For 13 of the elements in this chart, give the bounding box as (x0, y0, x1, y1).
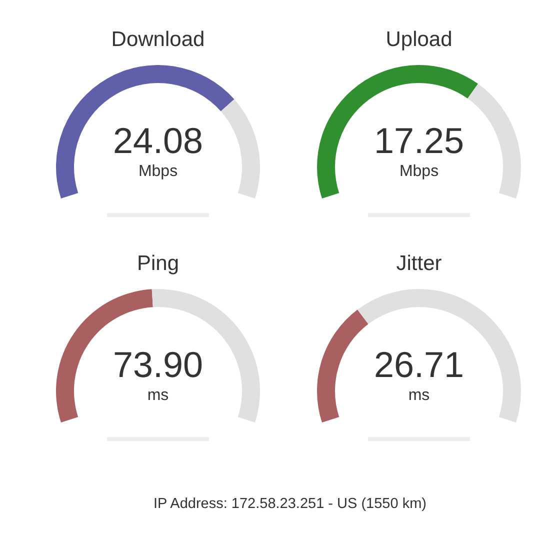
text: Jitter (396, 252, 442, 275)
text: Mbps (399, 163, 439, 180)
text: Download (111, 28, 205, 51)
text: ms (147, 387, 169, 404)
text: ms (408, 387, 430, 404)
data-label: 17.25 (374, 120, 464, 161)
text: IP Address: 172.58.23.251 - US (1550 km) (154, 496, 426, 512)
text: Mbps (138, 163, 178, 180)
data-label: 26.71 (374, 344, 464, 385)
text: Ping (136, 252, 180, 275)
data-label: 24.08 (112, 120, 204, 161)
text: Upload (386, 28, 452, 51)
data-label: 73.90 (112, 344, 204, 385)
